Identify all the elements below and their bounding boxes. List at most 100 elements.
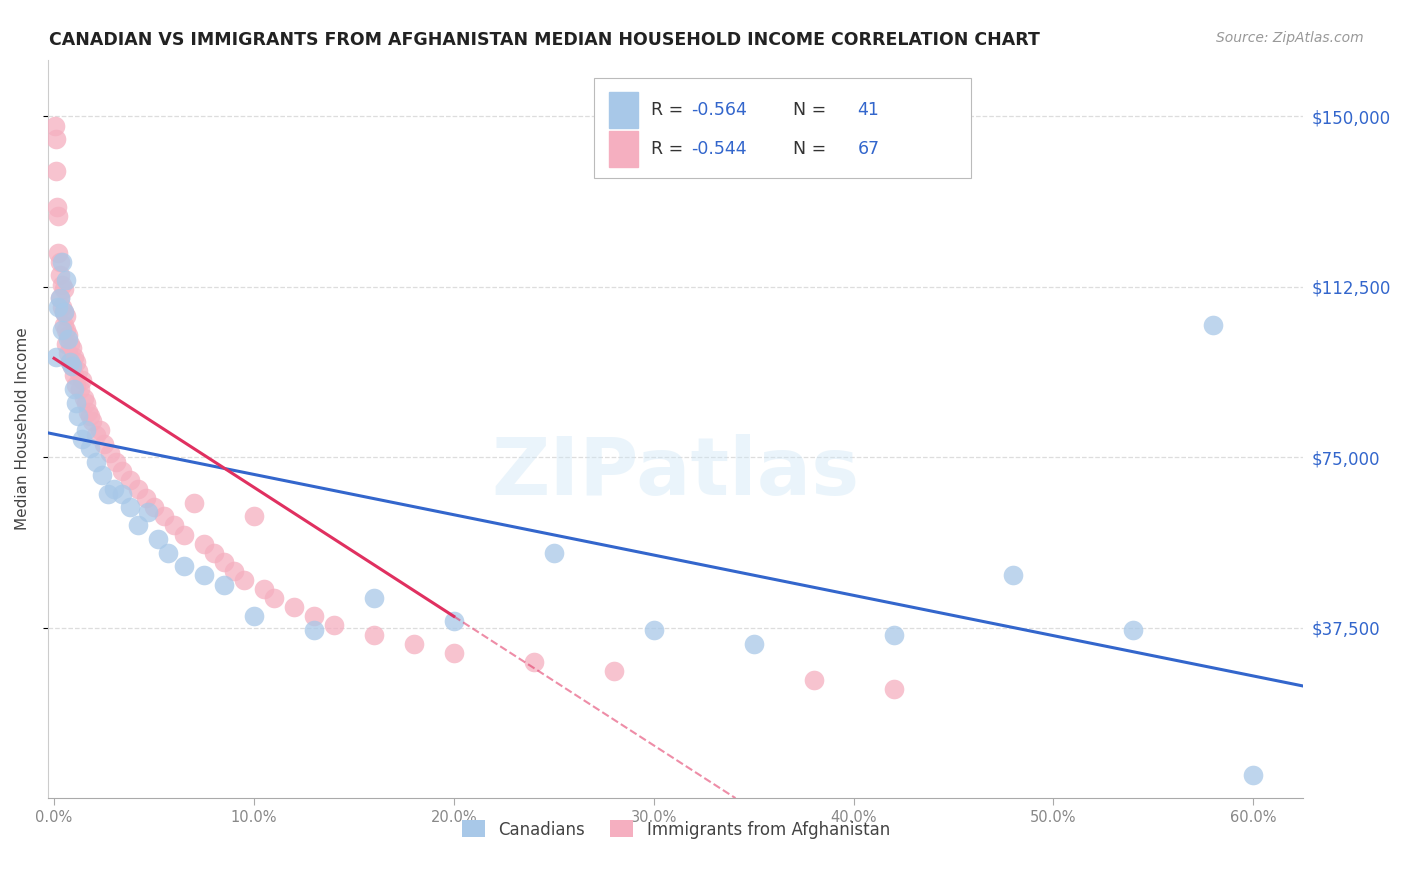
Point (302, 623, 325, 637)
Bar (595, 78, 970, 178)
Point (49, 291, 72, 305)
Text: 41: 41 (858, 101, 880, 119)
Point (65, 395, 87, 409)
Point (363, 627, 385, 641)
Point (77, 405, 100, 419)
Point (193, 568, 215, 582)
Point (70, 373, 93, 387)
Point (46, 245, 69, 260)
Point (55, 273, 77, 287)
Point (63, 368, 86, 383)
Point (51, 277, 73, 292)
Text: ZIPatlas: ZIPatlas (492, 434, 860, 512)
Point (91, 468, 114, 483)
Point (523, 655, 546, 669)
Point (283, 600, 305, 615)
Point (98, 446, 121, 460)
Point (60, 359, 83, 374)
Point (56, 327, 79, 342)
Point (69, 382, 91, 396)
Point (443, 646, 465, 660)
Point (883, 627, 905, 641)
Point (97, 486, 120, 500)
Point (136, 505, 159, 519)
Point (1002, 568, 1025, 582)
Point (53, 305, 76, 319)
Point (127, 518, 149, 533)
Point (173, 527, 195, 541)
Point (84, 427, 107, 442)
Point (143, 500, 166, 515)
Point (73, 391, 96, 405)
Point (89, 423, 111, 437)
Text: N =: N = (782, 101, 832, 119)
Point (46, 210, 69, 224)
Point (222, 564, 245, 578)
Point (118, 500, 141, 515)
Point (79, 409, 101, 424)
Point (44, 119, 66, 133)
Point (45, 351, 67, 365)
Point (173, 559, 195, 574)
Point (45, 132, 67, 146)
Point (67, 364, 90, 378)
Point (1122, 623, 1144, 637)
Point (1202, 318, 1225, 333)
Point (80, 414, 103, 428)
Point (49, 268, 72, 283)
Point (118, 473, 141, 487)
Point (146, 532, 169, 546)
Point (63, 382, 86, 396)
Point (59, 336, 82, 351)
Text: R =: R = (651, 101, 689, 119)
Point (60, 341, 83, 355)
Point (60, 359, 83, 374)
Point (243, 509, 266, 524)
Point (156, 546, 179, 560)
Point (55, 323, 77, 337)
Point (135, 491, 157, 505)
Text: -0.564: -0.564 (690, 101, 747, 119)
Point (70, 432, 93, 446)
Text: CANADIAN VS IMMIGRANTS FROM AFGHANISTAN MEDIAN HOUSEHOLD INCOME CORRELATION CHAR: CANADIAN VS IMMIGRANTS FROM AFGHANISTAN … (49, 31, 1040, 49)
Point (55, 310, 77, 324)
Point (56, 332, 79, 346)
Point (67, 409, 90, 424)
Point (543, 546, 565, 560)
Point (75, 423, 97, 437)
Y-axis label: Median Household Income: Median Household Income (15, 327, 30, 530)
Point (46, 200, 69, 214)
Point (193, 536, 215, 550)
Point (127, 482, 149, 496)
Point (883, 681, 905, 696)
Text: Source: ZipAtlas.com: Source: ZipAtlas.com (1216, 31, 1364, 45)
Point (63, 351, 86, 365)
Point (49, 291, 72, 305)
Point (111, 486, 134, 500)
Point (55, 336, 77, 351)
Point (79, 441, 101, 455)
Point (803, 673, 825, 687)
Point (212, 577, 235, 591)
Point (153, 509, 176, 524)
Point (59, 355, 82, 369)
Text: N =: N = (782, 140, 832, 158)
Point (51, 323, 73, 337)
Point (212, 555, 235, 569)
Point (53, 305, 76, 319)
Point (263, 591, 285, 606)
Point (51, 301, 73, 315)
Point (75, 395, 97, 409)
Point (322, 618, 344, 632)
Point (49, 255, 72, 269)
Point (51, 255, 73, 269)
Point (742, 637, 765, 651)
Point (103, 482, 125, 496)
Bar (609, 92, 638, 128)
Point (84, 455, 107, 469)
Point (53, 318, 76, 333)
Point (302, 609, 325, 624)
Point (202, 546, 225, 560)
Point (46, 301, 69, 315)
Point (53, 282, 76, 296)
